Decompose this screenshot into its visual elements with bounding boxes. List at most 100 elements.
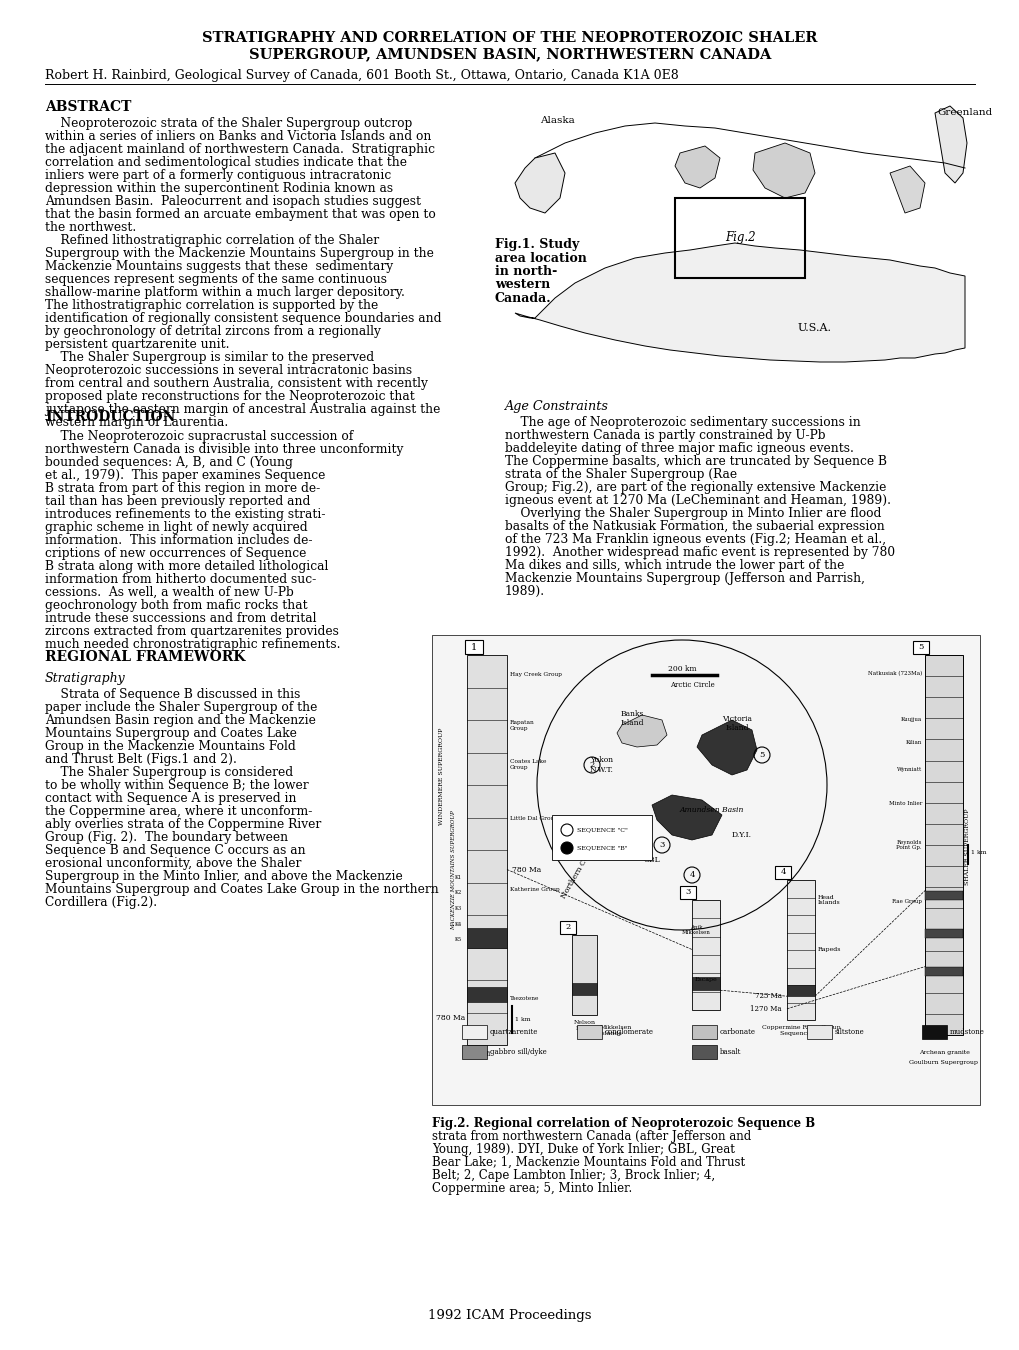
Text: siltstone: siltstone bbox=[835, 1027, 864, 1035]
Text: tail than has been previously reported and: tail than has been previously reported a… bbox=[45, 495, 310, 508]
Text: B strata from part of this region in more de-: B strata from part of this region in mor… bbox=[45, 482, 320, 495]
Text: Age Constraints: Age Constraints bbox=[504, 400, 608, 413]
Bar bbox=[912, 641, 928, 653]
Text: Mikkelsen
Islands: Mikkelsen Islands bbox=[599, 1025, 632, 1035]
Text: 1992 ICAM Proceedings: 1992 ICAM Proceedings bbox=[428, 1308, 591, 1322]
Text: ably overlies strata of the Coppermine River: ably overlies strata of the Coppermine R… bbox=[45, 818, 321, 832]
Text: 4: 4 bbox=[689, 871, 694, 879]
Bar bbox=[572, 936, 596, 1015]
Bar bbox=[559, 921, 576, 934]
Text: Rapeds: Rapeds bbox=[817, 948, 841, 953]
Polygon shape bbox=[752, 143, 814, 198]
Text: from central and southern Australia, consistent with recently: from central and southern Australia, con… bbox=[45, 377, 427, 390]
Bar bbox=[551, 815, 651, 860]
Text: conglomerate: conglomerate bbox=[604, 1027, 653, 1035]
Bar bbox=[680, 886, 695, 899]
Text: MACKENZIE MOUNTAINS SUPERGROUP: MACKENZIE MOUNTAINS SUPERGROUP bbox=[451, 810, 457, 930]
Text: 1270 Ma: 1270 Ma bbox=[750, 1004, 782, 1012]
Text: Wynniatt: Wynniatt bbox=[896, 767, 921, 771]
Polygon shape bbox=[515, 153, 565, 213]
Text: to be wholly within Sequence B; the lower: to be wholly within Sequence B; the lowe… bbox=[45, 779, 309, 792]
Text: basalt: basalt bbox=[719, 1048, 741, 1056]
Text: Supergroup with the Mackenzie Mountains Supergroup in the: Supergroup with the Mackenzie Mountains … bbox=[45, 247, 433, 261]
Text: SEQUENCE "B": SEQUENCE "B" bbox=[577, 845, 627, 850]
Text: Arctic Circle: Arctic Circle bbox=[668, 680, 713, 688]
Text: Yukon
N.W.T.: Yukon N.W.T. bbox=[589, 756, 613, 774]
Text: 2: 2 bbox=[589, 761, 594, 770]
Text: K2: K2 bbox=[454, 891, 462, 895]
Text: Goulburn Supergroup: Goulburn Supergroup bbox=[909, 1060, 977, 1065]
Text: in north-: in north- bbox=[494, 265, 556, 278]
Text: northwestern Canada is partly constrained by U-Pb: northwestern Canada is partly constraine… bbox=[504, 429, 824, 441]
Bar bbox=[572, 983, 596, 995]
Text: 4: 4 bbox=[780, 868, 785, 876]
Text: Group; Fig.2), are part of the regionally extensive Mackenzie: Group; Fig.2), are part of the regionall… bbox=[504, 481, 886, 494]
Text: northwestern Canada is divisible into three unconformity: northwestern Canada is divisible into th… bbox=[45, 443, 403, 456]
Text: SHALER SUPERGROUP: SHALER SUPERGROUP bbox=[965, 809, 969, 884]
Text: 200 km: 200 km bbox=[667, 666, 696, 674]
Bar bbox=[467, 987, 506, 1002]
Text: Hi: Hi bbox=[482, 1050, 490, 1058]
Bar bbox=[921, 1025, 946, 1040]
Text: Overlying the Shaler Supergroup in Minto Inlier are flood: Overlying the Shaler Supergroup in Minto… bbox=[504, 508, 880, 520]
Bar bbox=[577, 1025, 601, 1040]
Bar bbox=[462, 1045, 486, 1058]
Text: correlation and sedimentological studies indicate that the: correlation and sedimentological studies… bbox=[45, 157, 407, 169]
Text: B strata along with more detailed lithological: B strata along with more detailed lithol… bbox=[45, 560, 328, 572]
Text: within a series of inliers on Banks and Victoria Islands and on: within a series of inliers on Banks and … bbox=[45, 130, 431, 143]
Text: 5: 5 bbox=[917, 643, 923, 651]
Text: K3: K3 bbox=[454, 906, 462, 911]
Text: Supergroup in the Minto Inlier, and above the Mackenzie: Supergroup in the Minto Inlier, and abov… bbox=[45, 869, 403, 883]
Text: of the 723 Ma Franklin igneous events (Fig.2; Heaman et al.,: of the 723 Ma Franklin igneous events (F… bbox=[504, 533, 886, 545]
Bar bbox=[467, 927, 506, 948]
Text: Anik
Mikkelsen: Anik Mikkelsen bbox=[681, 925, 710, 936]
Text: The Neoproterozoic supracrustal succession of: The Neoproterozoic supracrustal successi… bbox=[45, 431, 353, 443]
Bar bbox=[691, 977, 719, 990]
Text: WINDERMERE SUPERGROUP: WINDERMERE SUPERGROUP bbox=[439, 728, 444, 825]
Text: Ma dikes and sills, which intrude the lower part of the: Ma dikes and sills, which intrude the lo… bbox=[504, 559, 844, 572]
Text: depression within the supercontinent Rodinia known as: depression within the supercontinent Rod… bbox=[45, 182, 392, 194]
Text: gabbro sill/dyke: gabbro sill/dyke bbox=[489, 1048, 546, 1056]
Text: the Coppermine area, where it unconform-: the Coppermine area, where it unconform- bbox=[45, 805, 312, 818]
Text: juxtapose the eastern margin of ancestral Australia against the: juxtapose the eastern margin of ancestra… bbox=[45, 404, 440, 416]
Text: Mackenzie Mountains Supergroup (Jefferson and Parrish,: Mackenzie Mountains Supergroup (Jefferso… bbox=[504, 572, 864, 585]
Text: Coppermine River Group
Sequence "A": Coppermine River Group Sequence "A" bbox=[761, 1025, 840, 1035]
Bar bbox=[924, 891, 962, 900]
Text: Coates Lake
Group: Coates Lake Group bbox=[510, 759, 546, 769]
Bar bbox=[432, 634, 979, 1106]
Text: Mackenzie Mountains suggests that these  sedimentary: Mackenzie Mountains suggests that these … bbox=[45, 261, 392, 273]
Text: Victoria
Island: Victoria Island bbox=[721, 716, 751, 732]
Text: carbonate: carbonate bbox=[719, 1027, 755, 1035]
Text: information.  This information includes de-: information. This information includes d… bbox=[45, 535, 312, 547]
Text: D.Y.I.: D.Y.I. bbox=[732, 832, 751, 838]
Text: REGIONAL FRAMEWORK: REGIONAL FRAMEWORK bbox=[45, 649, 246, 664]
Bar bbox=[774, 865, 790, 879]
Polygon shape bbox=[515, 243, 964, 362]
Text: INTRODUCTION: INTRODUCTION bbox=[45, 410, 175, 424]
Text: K4: K4 bbox=[454, 922, 462, 926]
Text: Coppermine area; 5, Minto Inlier.: Coppermine area; 5, Minto Inlier. bbox=[432, 1183, 632, 1195]
Text: SEQUENCE "C": SEQUENCE "C" bbox=[577, 828, 628, 833]
Text: introduces refinements to the existing strati-: introduces refinements to the existing s… bbox=[45, 508, 325, 521]
Text: and Thrust Belt (Figs.1 and 2).: and Thrust Belt (Figs.1 and 2). bbox=[45, 753, 236, 765]
Text: strata of the Shaler Supergroup (Rae: strata of the Shaler Supergroup (Rae bbox=[504, 468, 737, 481]
Text: identification of regionally consistent sequence boundaries and: identification of regionally consistent … bbox=[45, 312, 441, 325]
Text: by geochronology of detrital zircons from a regionally: by geochronology of detrital zircons fro… bbox=[45, 325, 380, 338]
Text: Escape: Escape bbox=[694, 977, 716, 983]
Bar bbox=[465, 640, 483, 653]
Text: graphic scheme in light of newly acquired: graphic scheme in light of newly acquire… bbox=[45, 521, 308, 535]
Text: paper include the Shaler Supergroup of the: paper include the Shaler Supergroup of t… bbox=[45, 701, 317, 714]
Text: the northwest.: the northwest. bbox=[45, 221, 137, 234]
Text: Mountains Supergroup and Coates Lake Group in the northern: Mountains Supergroup and Coates Lake Gro… bbox=[45, 883, 438, 896]
Text: proposed plate reconstructions for the Neoproterozoic that: proposed plate reconstructions for the N… bbox=[45, 390, 415, 404]
Text: Bear Lake; 1, Mackenzie Mountains Fold and Thrust: Bear Lake; 1, Mackenzie Mountains Fold a… bbox=[432, 1156, 745, 1169]
Text: 3: 3 bbox=[658, 841, 664, 849]
Text: Reynolds
Point Gp.: Reynolds Point Gp. bbox=[896, 840, 921, 850]
Polygon shape bbox=[651, 795, 721, 840]
Text: 1 km: 1 km bbox=[515, 1017, 530, 1022]
Text: Northern Cordillera: Northern Cordillera bbox=[559, 830, 604, 900]
Text: SUPERGROUP, AMUNDSEN BASIN, NORTHWESTERN CANADA: SUPERGROUP, AMUNDSEN BASIN, NORTHWESTERN… bbox=[249, 47, 770, 61]
Text: Robert H. Rainbird, Geological Survey of Canada, 601 Booth St., Ottawa, Ontario,: Robert H. Rainbird, Geological Survey of… bbox=[45, 69, 678, 81]
Text: Fig.2. Regional correlation of Neoproterozoic Sequence B: Fig.2. Regional correlation of Neoproter… bbox=[432, 1116, 814, 1130]
Text: Greenland: Greenland bbox=[936, 108, 991, 117]
